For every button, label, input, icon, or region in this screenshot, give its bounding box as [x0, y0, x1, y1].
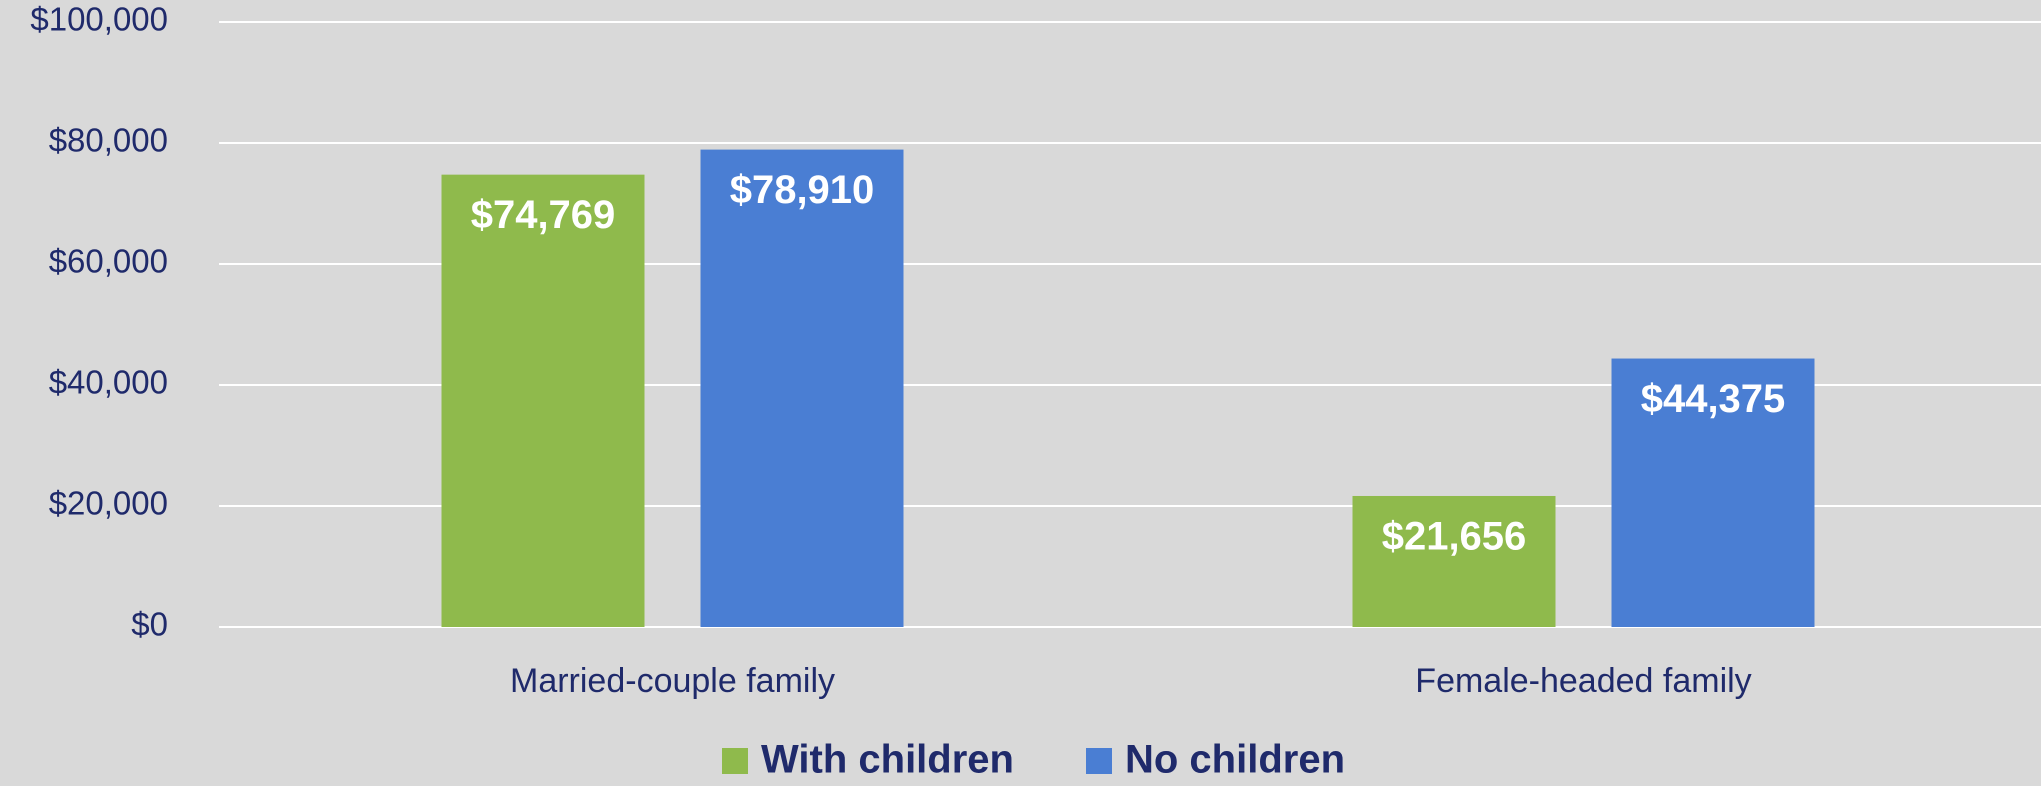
y-tick-label: $100,000	[30, 1, 168, 38]
legend-swatch	[1086, 748, 1112, 774]
legend-label: With children	[761, 738, 1014, 782]
y-tick-label: $60,000	[49, 243, 168, 280]
data-label: $78,910	[730, 168, 875, 212]
y-tick-label: $80,000	[49, 122, 168, 159]
bar	[1611, 358, 1815, 627]
bar	[441, 174, 645, 627]
data-label: $74,769	[471, 193, 616, 237]
x-tick-label: Married-couple family	[510, 662, 835, 700]
y-tick-label: $20,000	[49, 485, 168, 522]
data-label: $21,656	[1382, 515, 1527, 559]
y-tick-label: $0	[131, 606, 168, 643]
legend-label: No children	[1125, 738, 1345, 782]
bar	[1352, 495, 1556, 627]
x-tick-label: Female-headed family	[1415, 662, 1751, 700]
bar	[700, 149, 904, 628]
data-label: $44,375	[1641, 377, 1786, 421]
legend-swatch	[722, 748, 748, 774]
y-tick-label: $40,000	[49, 364, 168, 401]
